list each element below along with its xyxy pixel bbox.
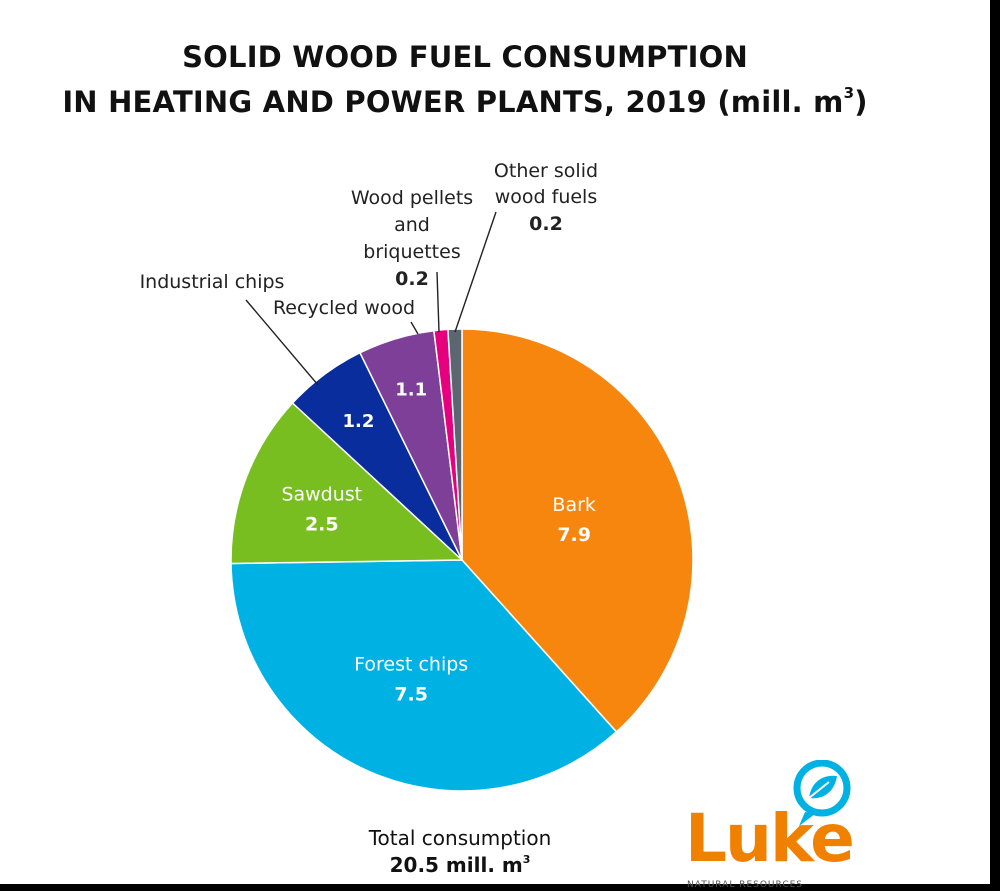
callout-line-industrial-chips [245, 299, 319, 386]
callout-label-wood-pellets-line-1: Wood pellets [351, 187, 473, 209]
slice-label-recycled-wood-value: 1.1 [395, 380, 427, 401]
chart-title-line-1: SOLID WOOD FUEL CONSUMPTION [182, 40, 748, 74]
chart-title-line-2-text: IN HEATING AND POWER PLANTS, 2019 (mill.… [62, 85, 844, 119]
pie-slice-sawdust [230, 401, 464, 565]
callout-label-industrial-chips-name: Industrial chips [140, 271, 285, 293]
callout-label-other-solid-line-2: wood fuels [495, 186, 598, 208]
callout-label-wood-pellets-value: 0.2 [395, 268, 429, 290]
callout-label-wood-pellets-line-3: briquettes [363, 241, 460, 263]
pie-slice-other-solid-wood-fuels [447, 328, 463, 561]
logo-text: Luke [685, 800, 855, 877]
chart-title-line-2: IN HEATING AND POWER PLANTS, 2019 (mill.… [0, 84, 930, 119]
callout-line-recycled-wood [410, 321, 419, 335]
leaf-bubble-icon [793, 760, 851, 826]
bottom-border [0, 884, 1000, 891]
pie-slice-bark [461, 328, 694, 733]
callout-label-wood-pellets-line-2: and [394, 214, 430, 236]
total-value-superscript: 3 [522, 853, 531, 866]
luke-logo: Luke NATURAL RESOURCES [685, 760, 865, 890]
total-consumption-value: 20.5 mill. m3 [300, 853, 620, 877]
callout-label-other-solid-line-1: Other solid [494, 160, 598, 182]
slice-label-sawdust-value: 2.5 [305, 513, 339, 535]
total-consumption-label: Total consumption [368, 826, 552, 850]
slice-label-sawdust-name: Sawdust [281, 483, 362, 505]
chart-title-superscript: 3 [843, 84, 855, 102]
slice-label-bark-name: Bark [552, 494, 596, 516]
pie-slice-forest-chips [230, 559, 618, 792]
slice-label-bark-value: 7.9 [557, 524, 591, 546]
total-value-text: 20.5 mill. m [389, 853, 523, 877]
right-border [990, 0, 1000, 891]
callout-label-other-solid-value: 0.2 [529, 213, 563, 235]
callout-label-recycled-wood-name: Recycled wood [273, 297, 415, 319]
slice-label-forest-chips-name: Forest chips [354, 653, 468, 675]
callout-line-other-solid [454, 211, 497, 333]
chart-title-line-2-end: ) [854, 85, 868, 119]
logo-subtext: NATURAL RESOURCES [687, 880, 804, 890]
callout-line-wood-pellets [436, 271, 440, 333]
slice-label-industrial-chips-value: 1.2 [343, 411, 375, 432]
slice-label-forest-chips-value: 7.5 [394, 683, 428, 705]
